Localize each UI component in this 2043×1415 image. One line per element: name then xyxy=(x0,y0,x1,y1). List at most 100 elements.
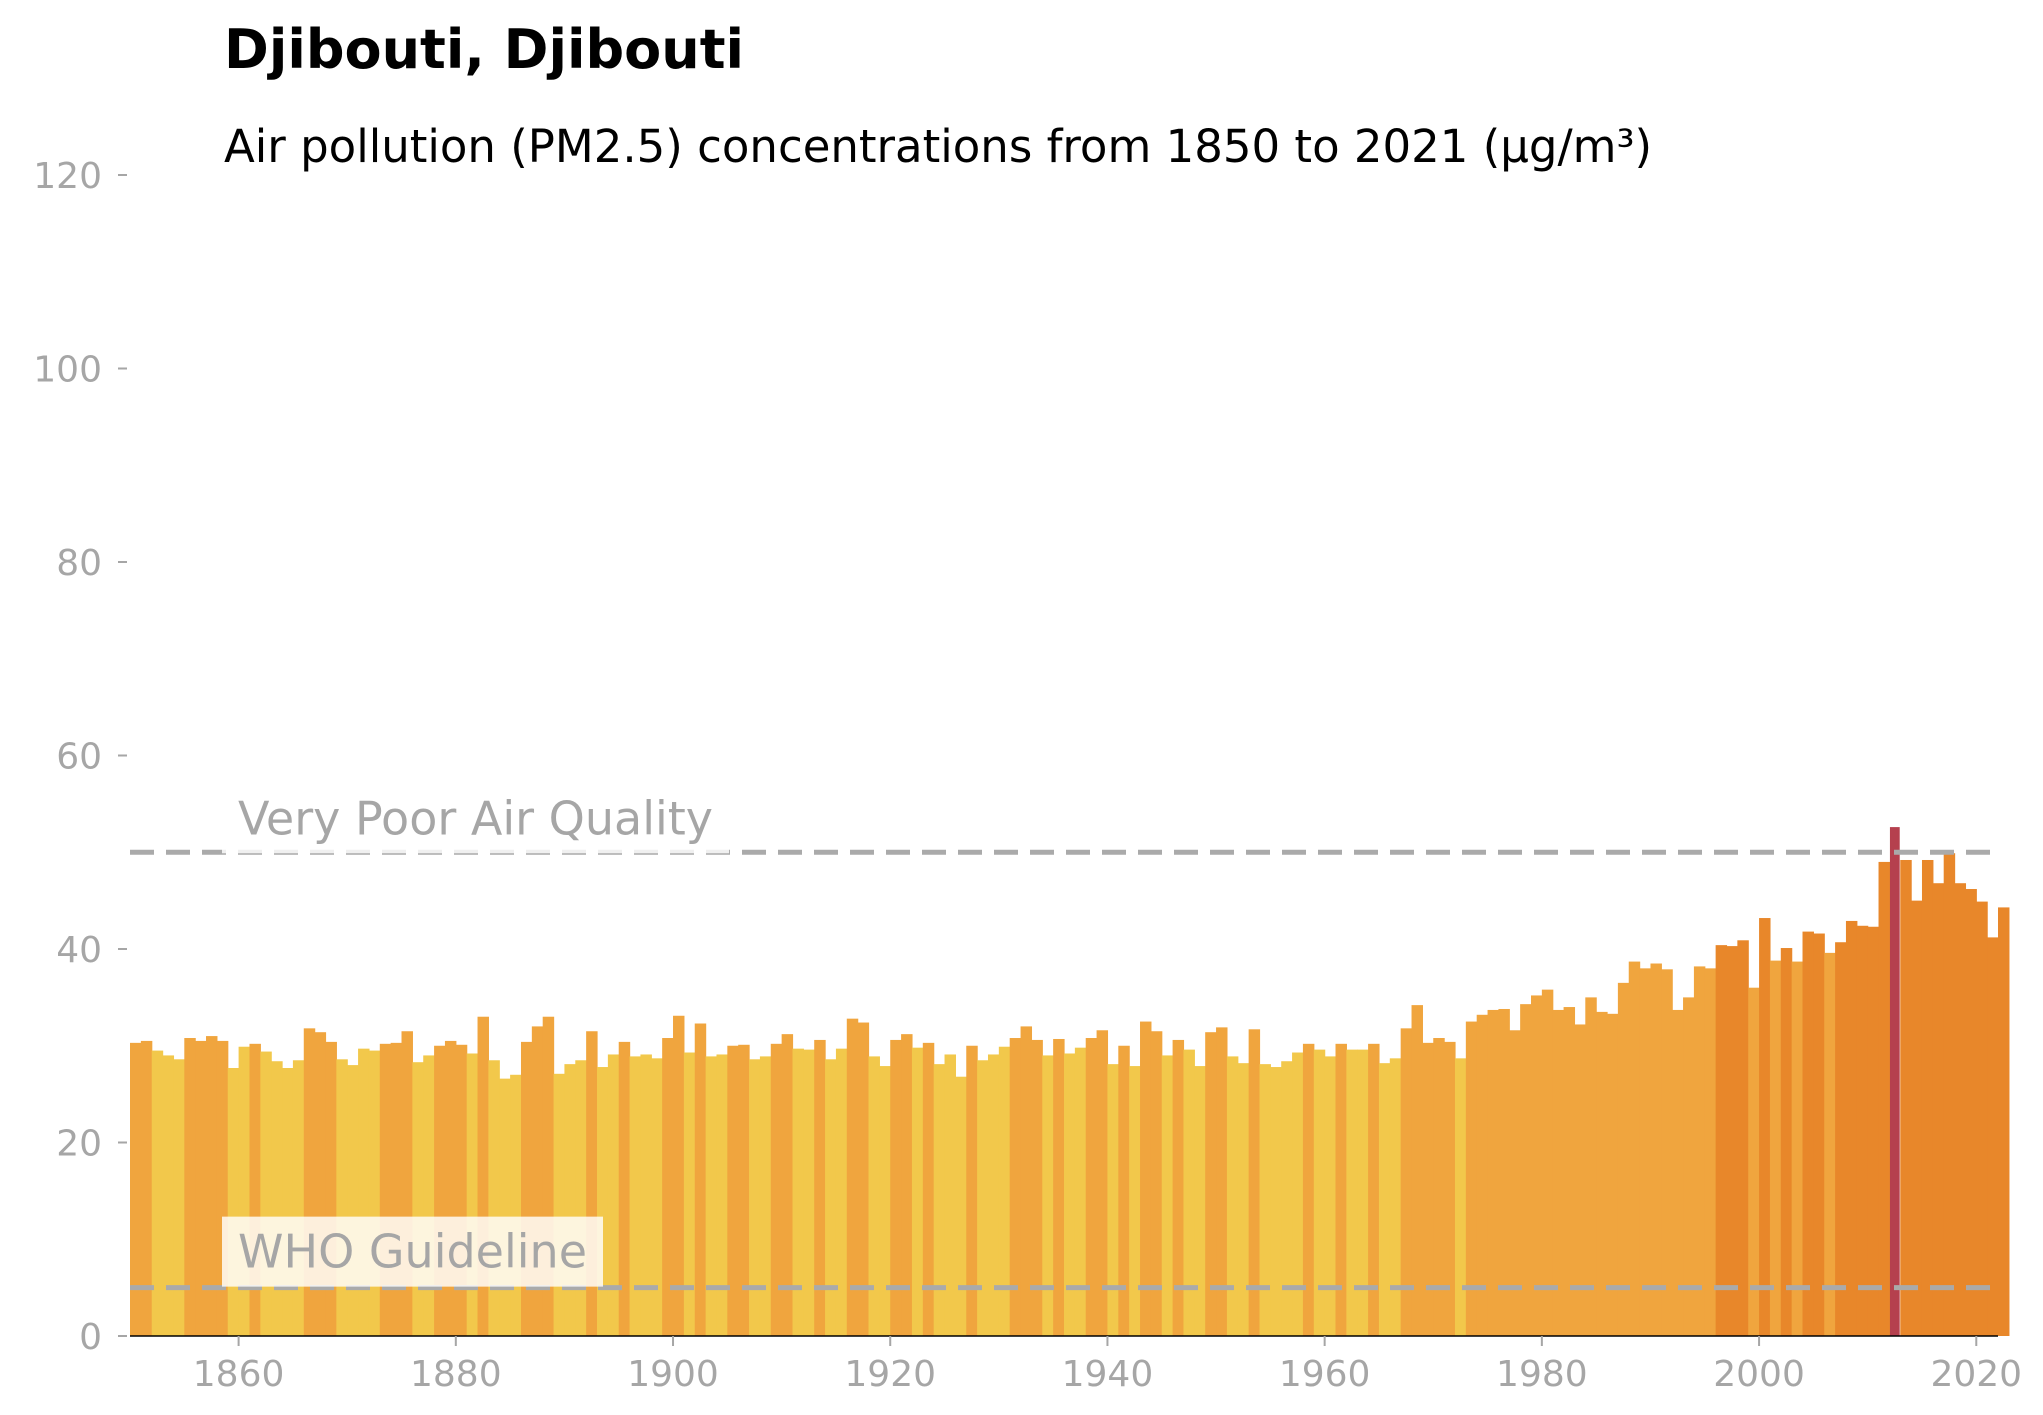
very-poor-air-quality-label-box xyxy=(222,783,730,854)
bar-1959 xyxy=(1313,1049,1326,1336)
bar-1945 xyxy=(1161,1055,1174,1336)
x-tick-label-1980: 1980 xyxy=(1496,1354,1588,1395)
bar-2003 xyxy=(1791,961,1804,1336)
bar-1894 xyxy=(607,1054,620,1336)
bar-1866 xyxy=(303,1028,316,1336)
bar-1925 xyxy=(944,1054,956,1336)
bar-1887 xyxy=(531,1026,544,1336)
chart-title: Djibouti, Djibouti xyxy=(224,18,745,81)
bar-1980 xyxy=(1541,989,1554,1336)
bar-1933 xyxy=(1031,1039,1043,1336)
bar-series xyxy=(130,827,2010,1337)
x-tick-label-2020: 2020 xyxy=(1930,1354,2022,1395)
bar-1991 xyxy=(1661,969,1673,1336)
bar-1994 xyxy=(1693,966,1706,1336)
bar-1965 xyxy=(1378,1063,1391,1336)
bar-1951 xyxy=(1226,1056,1239,1336)
bar-1878 xyxy=(434,1045,446,1336)
bar-1860 xyxy=(238,1046,251,1336)
bar-1879 xyxy=(444,1040,457,1336)
bar-1861 xyxy=(249,1043,261,1336)
bar-1914 xyxy=(825,1059,837,1336)
bar-1877 xyxy=(423,1055,435,1336)
bar-1984 xyxy=(1585,997,1597,1337)
bar-1972 xyxy=(1454,1058,1467,1336)
bar-1964 xyxy=(1368,1043,1380,1336)
bar-1999 xyxy=(1748,987,1760,1336)
bar-1871 xyxy=(358,1048,370,1336)
bar-1885 xyxy=(510,1074,522,1336)
bar-1895 xyxy=(618,1041,631,1336)
bar-1910 xyxy=(781,1034,794,1336)
y-tick-label-60: 60 xyxy=(56,737,102,778)
bar-1938 xyxy=(1085,1038,1098,1336)
bar-1981 xyxy=(1552,1009,1565,1336)
chart-subtitle: Air pollution (PM2.5) concentrations fro… xyxy=(224,120,1653,173)
bar-2011 xyxy=(1878,861,1890,1336)
bar-1852 xyxy=(151,1050,164,1336)
bar-1863 xyxy=(271,1061,283,1336)
bar-1908 xyxy=(759,1056,772,1336)
bar-1944 xyxy=(1150,1031,1163,1336)
bar-2021 xyxy=(1987,937,1999,1336)
x-tick-label-1940: 1940 xyxy=(1062,1354,1154,1395)
bar-1898 xyxy=(651,1058,663,1336)
bar-1917 xyxy=(857,1022,870,1336)
bar-1882 xyxy=(477,1016,489,1336)
bar-1942 xyxy=(1129,1066,1141,1336)
bar-1875 xyxy=(401,1031,413,1336)
bar-1897 xyxy=(640,1054,652,1336)
bar-2004 xyxy=(1802,931,1814,1336)
bar-2016 xyxy=(1932,883,1945,1336)
bar-2000 xyxy=(1759,918,1771,1336)
bar-1872 xyxy=(368,1050,381,1336)
bar-1921 xyxy=(901,1034,913,1336)
bar-1952 xyxy=(1237,1063,1250,1336)
bar-1977 xyxy=(1509,1030,1521,1336)
bar-1986 xyxy=(1607,1013,1619,1336)
bar-2019 xyxy=(1965,889,1977,1336)
axes: 1860 1880 1900 1920 1940 1960 1980 2000 2020 0 20 4… xyxy=(33,156,2022,1395)
bar-2002 xyxy=(1780,948,1793,1336)
bar-1864 xyxy=(282,1068,294,1336)
bar-1968 xyxy=(1411,1005,1423,1336)
bar-1854 xyxy=(173,1059,185,1336)
bar-1922 xyxy=(911,1047,924,1336)
bar-1960 xyxy=(1324,1056,1337,1336)
bar-1893 xyxy=(597,1067,609,1336)
bar-1975 xyxy=(1487,1009,1500,1336)
bar-1995 xyxy=(1704,968,1717,1336)
bar-1934 xyxy=(1042,1055,1054,1336)
bar-1920 xyxy=(890,1039,902,1336)
bar-1932 xyxy=(1020,1026,1033,1336)
bar-1973 xyxy=(1465,1021,1478,1336)
bar-1948 xyxy=(1194,1066,1206,1336)
bar-1905 xyxy=(727,1045,739,1336)
bar-2013 xyxy=(1900,859,1912,1336)
bar-2015 xyxy=(1921,859,1934,1336)
bar-1886 xyxy=(520,1041,533,1336)
bar-1957 xyxy=(1292,1052,1304,1336)
bar-2005 xyxy=(1813,933,1825,1336)
bar-1955 xyxy=(1270,1067,1282,1336)
y-tick-label-20: 20 xyxy=(56,1124,102,1165)
bar-1924 xyxy=(933,1064,946,1336)
bar-1963 xyxy=(1357,1049,1369,1336)
bar-1883 xyxy=(488,1060,500,1336)
bar-1958 xyxy=(1302,1043,1315,1336)
bar-1941 xyxy=(1118,1045,1130,1336)
bar-2008 xyxy=(1845,920,1858,1336)
bar-1931 xyxy=(1009,1038,1022,1336)
bar-1954 xyxy=(1259,1064,1271,1336)
bar-1906 xyxy=(738,1044,750,1336)
bar-2022 xyxy=(1998,907,2010,1336)
bar-1992 xyxy=(1672,1009,1684,1336)
bar-1928 xyxy=(977,1060,989,1336)
bar-1996 xyxy=(1715,945,1728,1336)
bar-1890 xyxy=(564,1064,576,1336)
bar-1998 xyxy=(1737,940,1749,1336)
bar-2018 xyxy=(1954,883,1967,1336)
bar-1870 xyxy=(347,1065,359,1336)
bar-1985 xyxy=(1596,1011,1608,1336)
